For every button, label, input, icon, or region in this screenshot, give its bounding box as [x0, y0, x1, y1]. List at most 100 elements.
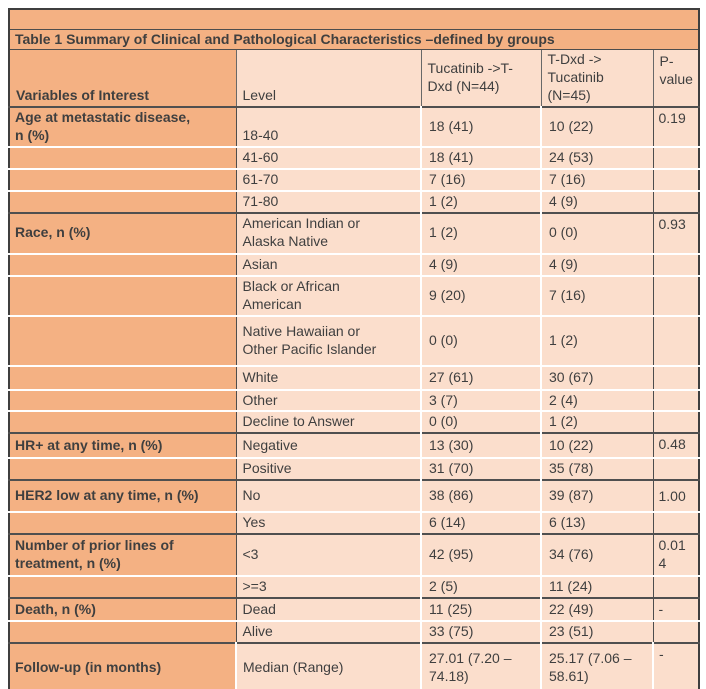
level-cell: 61-70 [236, 167, 422, 191]
variable-cell [9, 620, 237, 643]
table-title: Table 1 Summary of Clinical and Patholog… [9, 29, 700, 51]
arm2-value-cell: 30 (67) [541, 364, 654, 390]
table-row: 61-70 7 (16) 7 (16) [9, 167, 700, 191]
pvalue-cell [653, 388, 700, 412]
column-header-row: Variables of Interest Level Tucatinib ->… [9, 49, 700, 108]
level-cell: Dead [236, 597, 422, 621]
variable-cell [9, 575, 237, 599]
table-title-row: Table 1 Summary of Clinical and Patholog… [9, 29, 700, 51]
arm2-value-cell: 7 (16) [541, 274, 654, 316]
arm1-value-cell: 9 (20) [421, 274, 542, 316]
arm1-value-cell: 18 (41) [421, 106, 542, 147]
arm2-value-cell: 23 (51) [541, 620, 654, 643]
level-cell: >=3 [236, 575, 422, 599]
level-cell: Asian [236, 252, 422, 276]
arm2-value-cell: 24 (53) [541, 145, 654, 169]
table-row: Age at metastatic disease, n (%) 18-40 18 … [9, 106, 700, 147]
col-header-pvalue: P- value [653, 49, 700, 108]
arm1-value-cell: 2 (5) [421, 575, 542, 599]
variable-cell [9, 314, 237, 366]
arm2-value-cell: 2 (4) [541, 388, 654, 412]
pvalue-cell: 0.19 [653, 106, 700, 147]
level-cell: Negative [236, 432, 422, 459]
pvalue-cell [653, 167, 700, 191]
pvalue-cell [653, 457, 700, 481]
pvalue-cell: - [653, 641, 700, 689]
table-row: Number of prior lines of treatment, n (%… [9, 533, 700, 577]
col-header-variables: Variables of Interest [9, 49, 237, 108]
variable-cell [9, 252, 237, 276]
variable-cell [9, 511, 237, 535]
level-cell: <3 [236, 533, 422, 577]
pvalue-cell [653, 575, 700, 599]
arm1-value-cell: 18 (41) [421, 145, 542, 169]
pvalue-cell [653, 314, 700, 366]
variable-cell: Age at metastatic disease, n (%) [9, 106, 237, 147]
arm2-value-cell: 35 (78) [541, 457, 654, 481]
table-row: Alive 33 (75) 23 (51) [9, 620, 700, 643]
arm2-value-cell: 4 (9) [541, 252, 654, 276]
level-cell: Other [236, 388, 422, 412]
arm2-value-cell: 34 (76) [541, 533, 654, 577]
col-header-arm-tdxd-tucatinib: T-Dxd -> Tucatinib (N=45) [541, 49, 654, 108]
table-row: HER2 low at any time, n (%) No 38 (86) 39 (… [9, 479, 700, 513]
variable-cell [9, 410, 237, 434]
arm1-value-cell: 0 (0) [421, 410, 542, 434]
pvalue-cell [653, 410, 700, 434]
table-row: Yes 6 (14) 6 (13) [9, 511, 700, 535]
table-row: Native Hawaiian or Other Pacific Islande… [9, 314, 700, 366]
arm1-value-cell: 13 (30) [421, 432, 542, 459]
arm2-value-cell: 4 (9) [541, 189, 654, 213]
arm1-value-cell: 27 (61) [421, 364, 542, 390]
arm2-value-cell: 22 (49) [541, 597, 654, 621]
arm1-value-cell: 27.01 (7.20 – 74.18) [421, 641, 542, 689]
pvalue-cell: 0.01 4 [653, 533, 700, 577]
table-row: HR+ at any time, n (%) Negative 13 (30) 10 … [9, 432, 700, 459]
arm2-value-cell: 39 (87) [541, 479, 654, 513]
arm1-value-cell: 0 (0) [421, 314, 542, 366]
table-row: Follow-up (in months) Median (Range) 27.01… [9, 641, 700, 689]
pvalue-cell [653, 189, 700, 213]
table-row: Black or African American 9 (20) 7 (16) [9, 274, 700, 316]
table-row: Race, n (%) American Indian or Alaska Nat… [9, 211, 700, 254]
arm2-value-cell: 0 (0) [541, 211, 654, 254]
level-cell: Median (Range) [236, 641, 422, 689]
level-cell: Black or African American [236, 274, 422, 316]
col-header-level: Level [236, 49, 422, 108]
arm1-value-cell: 38 (86) [421, 479, 542, 513]
arm1-value-cell: 33 (75) [421, 620, 542, 643]
col-header-arm-tucatinib-tdxd: Tucatinib ->T- Dxd (N=44) [421, 49, 542, 108]
pvalue-cell [653, 620, 700, 643]
level-cell: American Indian or Alaska Native [236, 211, 422, 254]
pvalue-cell [653, 252, 700, 276]
level-cell: 71-80 [236, 189, 422, 213]
pvalue-cell [653, 145, 700, 169]
arm1-value-cell: 7 (16) [421, 167, 542, 191]
variable-cell [9, 388, 237, 412]
pvalue-cell [653, 511, 700, 535]
level-cell: 18-40 [236, 106, 422, 147]
level-cell: Native Hawaiian or Other Pacific Islande… [236, 314, 422, 366]
arm1-value-cell: 6 (14) [421, 511, 542, 535]
arm1-value-cell: 1 (2) [421, 189, 542, 213]
table-row: 41-60 18 (41) 24 (53) [9, 145, 700, 169]
pvalue-cell [653, 274, 700, 316]
arm2-value-cell: 1 (2) [541, 314, 654, 366]
pvalue-cell: - [653, 597, 700, 621]
clinical-characteristics-table: Table 1 Summary of Clinical and Patholog… [8, 8, 701, 689]
variable-cell: Race, n (%) [9, 211, 237, 254]
arm2-value-cell: 10 (22) [541, 106, 654, 147]
level-cell: 41-60 [236, 145, 422, 169]
table-row: 71-80 1 (2) 4 (9) [9, 189, 700, 213]
arm2-value-cell: 7 (16) [541, 167, 654, 191]
variable-cell: Follow-up (in months) [9, 641, 237, 689]
variable-cell: Number of prior lines of treatment, n (%… [9, 533, 237, 577]
variable-cell [9, 145, 237, 169]
variable-cell [9, 274, 237, 316]
arm2-value-cell: 10 (22) [541, 432, 654, 459]
arm2-value-cell: 25.17 (7.06 – 58.61) [541, 641, 654, 689]
table-row: Death, n (%) Dead 11 (25) 22 (49) - [9, 597, 700, 621]
top-band-cell [9, 9, 700, 30]
arm1-value-cell: 11 (25) [421, 597, 542, 621]
